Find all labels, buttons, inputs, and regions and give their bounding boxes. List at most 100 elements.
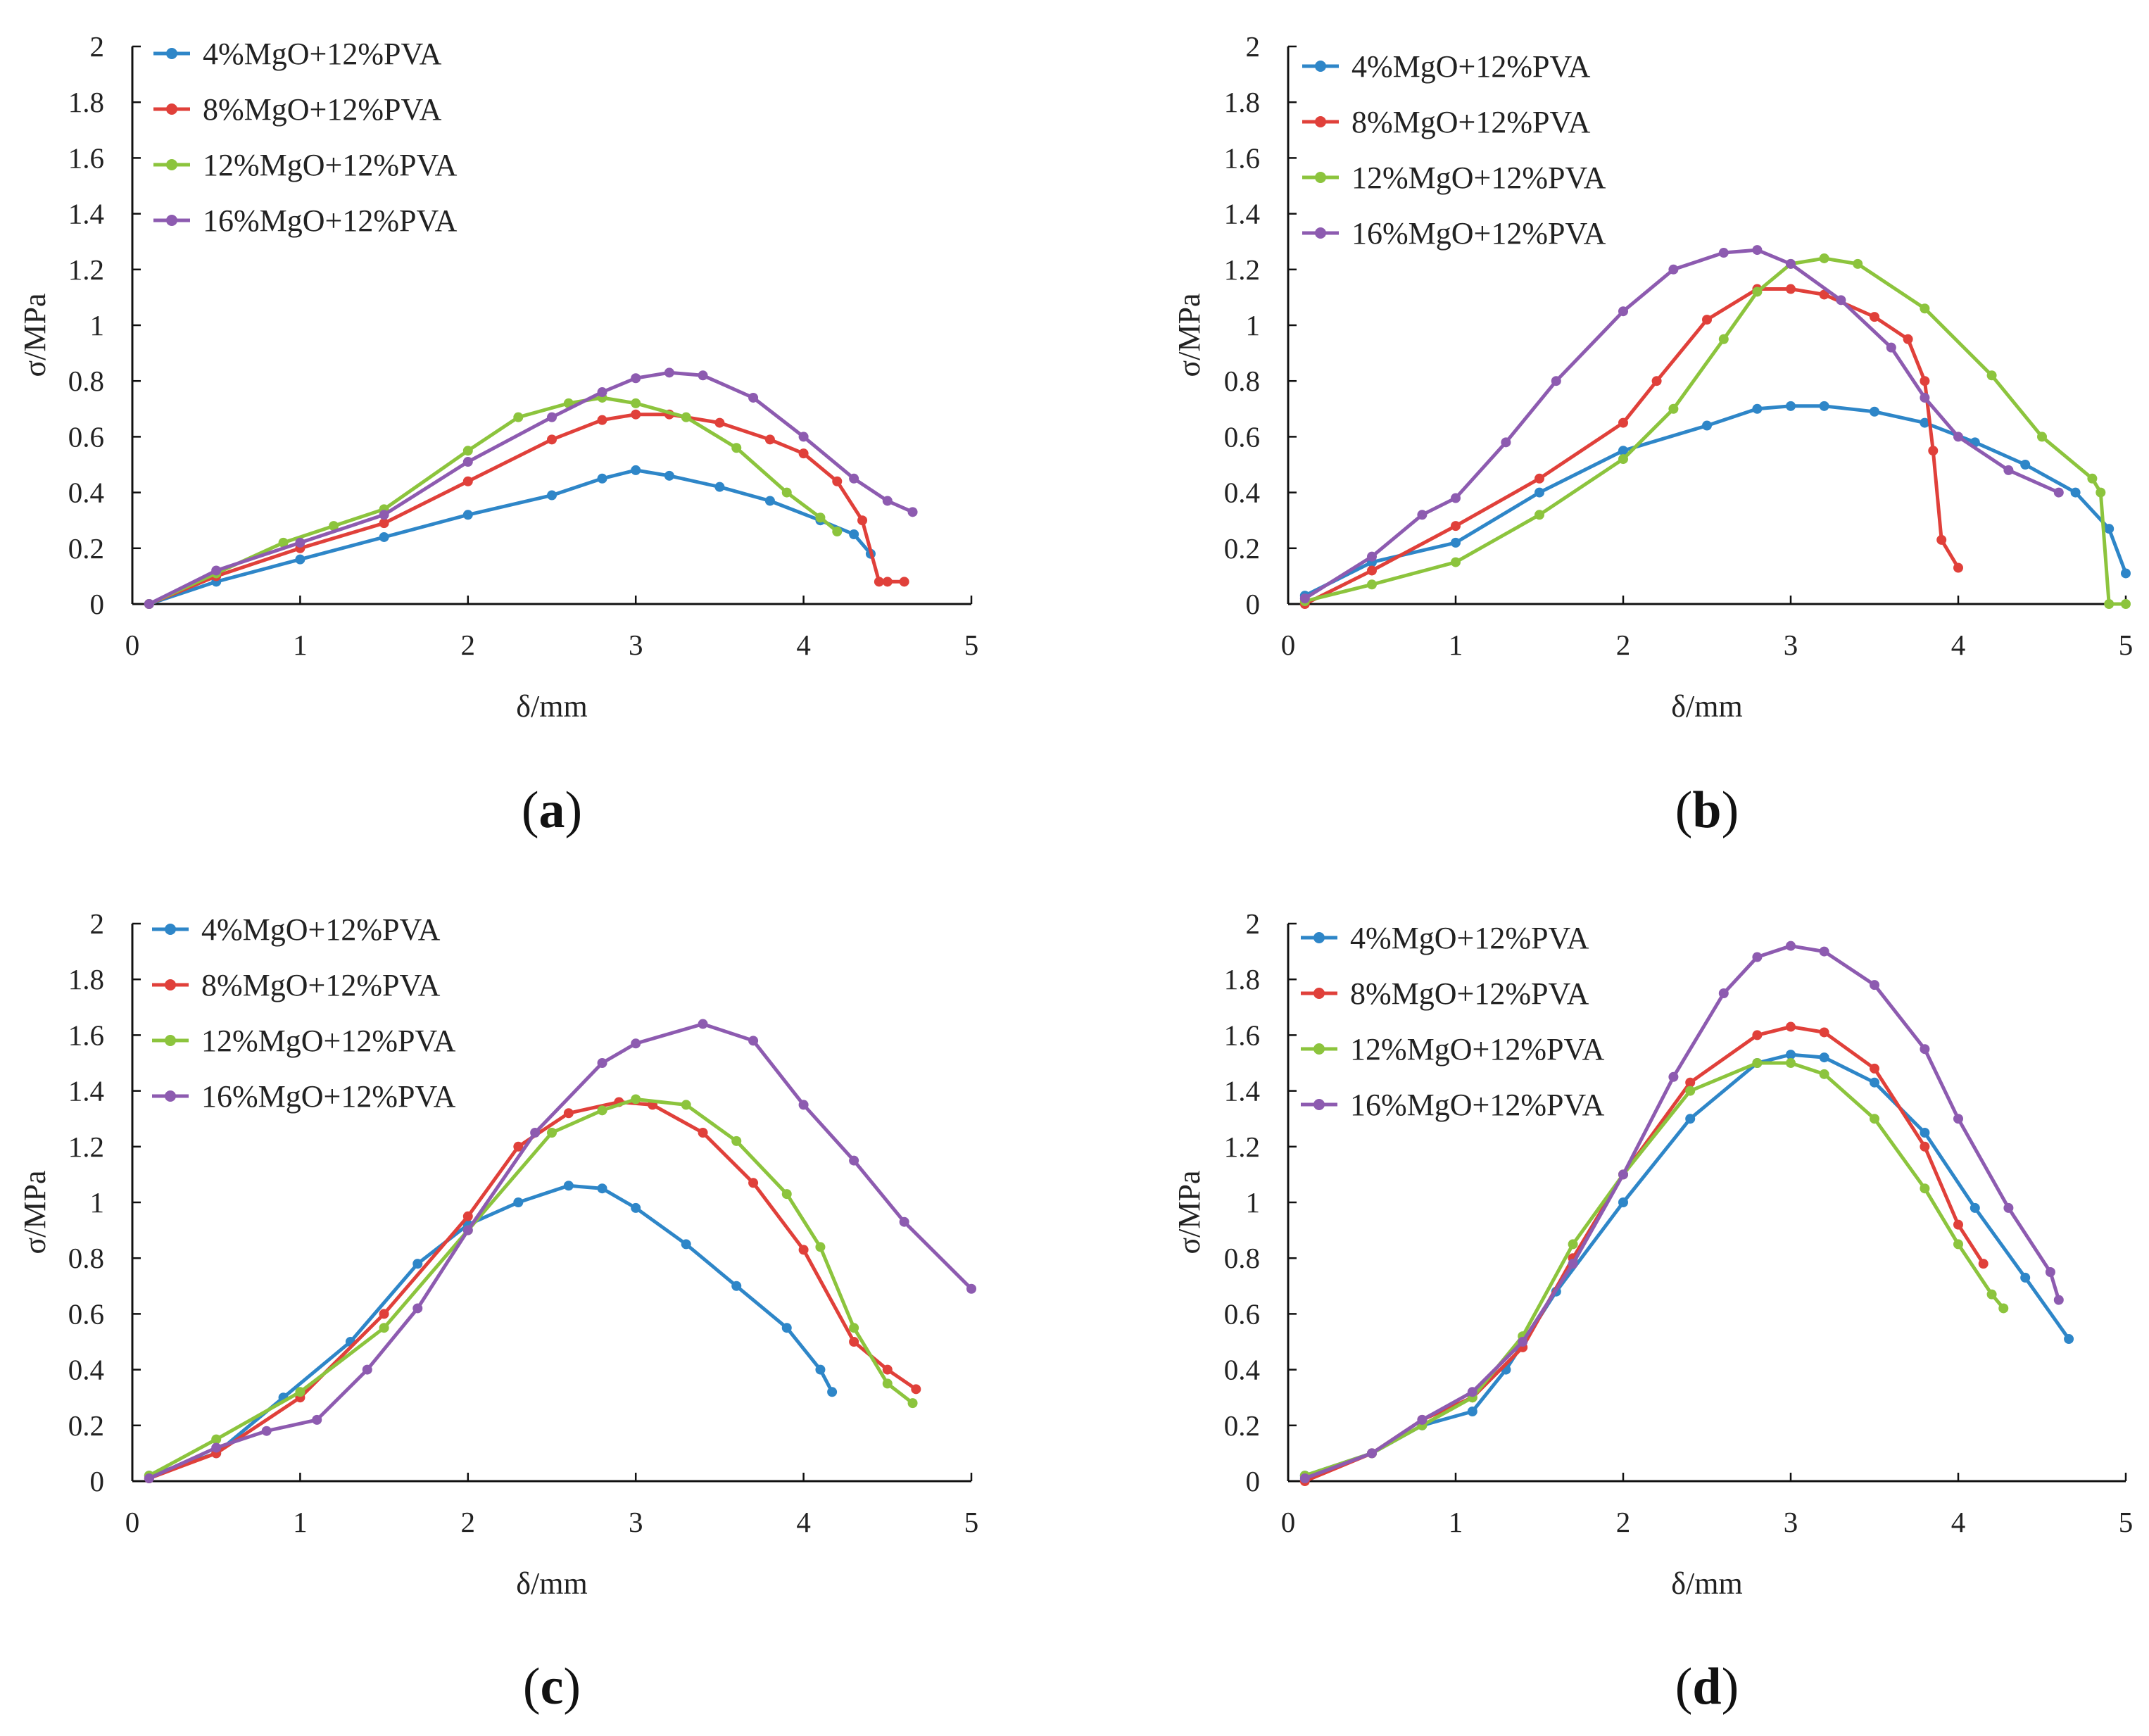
data-point <box>1936 534 1947 545</box>
x-tick-label: 4 <box>796 629 811 661</box>
data-point <box>2087 473 2098 484</box>
data-point <box>899 1216 909 1227</box>
data-point <box>882 496 893 506</box>
series-line <box>1304 1052 2071 1478</box>
legend-swatch-marker <box>166 215 177 226</box>
caption-close-paren: ) <box>1722 781 1739 839</box>
caption-open-paren: ( <box>1675 1658 1693 1716</box>
data-point <box>1568 1259 1578 1269</box>
data-point <box>882 1364 893 1375</box>
data-point <box>1970 1202 1980 1213</box>
data-point <box>631 409 641 420</box>
data-point <box>2104 524 2115 534</box>
data-point <box>681 412 691 422</box>
data-point <box>966 1283 976 1294</box>
y-tick-label: 0 <box>90 1465 105 1497</box>
data-point <box>2020 1272 2031 1283</box>
data-point <box>1953 1219 1963 1230</box>
y-tick-label: 2 <box>90 30 105 63</box>
data-point <box>362 1364 372 1375</box>
data-point <box>1534 473 1544 484</box>
x-axis-label: δ/mm <box>1671 1566 1742 1601</box>
data-point <box>513 412 524 422</box>
y-tick-label: 0.4 <box>68 1354 104 1386</box>
data-point <box>1568 1239 1578 1250</box>
data-point <box>2003 465 2014 475</box>
data-point <box>547 1128 557 1138</box>
data-point <box>1870 980 1879 990</box>
y-tick-label: 1.8 <box>68 86 104 118</box>
caption-close-paren: ) <box>565 781 583 839</box>
data-point <box>631 373 641 384</box>
data-point <box>911 1384 921 1395</box>
series-4 <box>1299 245 2064 604</box>
data-point <box>1685 1114 1696 1124</box>
y-tick-label: 0.2 <box>68 1409 104 1442</box>
legend-swatch-marker <box>1313 988 1325 999</box>
data-point <box>714 482 725 492</box>
data-point <box>1417 1414 1428 1425</box>
data-point <box>1551 376 1561 386</box>
data-point <box>849 1323 859 1333</box>
legend-swatch-marker <box>1315 61 1326 72</box>
data-point <box>1978 1259 1989 1269</box>
data-point <box>698 1128 708 1138</box>
data-point <box>815 1364 826 1375</box>
series-line <box>1304 287 1960 606</box>
y-tick-label: 1.6 <box>68 1019 104 1051</box>
caption-letter: d <box>1692 1658 1721 1716</box>
data-point <box>1953 562 1963 573</box>
y-tick-label: 0.8 <box>68 365 104 397</box>
legend-label: 16%MgO+12%PVA <box>1351 216 1606 251</box>
y-tick-label: 1 <box>90 1186 105 1219</box>
data-point <box>907 507 918 517</box>
x-tick-label: 1 <box>1449 629 1463 661</box>
data-point <box>1786 284 1796 294</box>
series-line <box>149 468 872 606</box>
data-point <box>1618 1169 1628 1180</box>
x-tick-label: 4 <box>1951 629 1966 661</box>
data-point <box>781 1189 792 1200</box>
data-point <box>1886 342 1896 353</box>
data-point <box>1299 1473 1310 1484</box>
y-tick-label: 0.2 <box>1224 532 1260 565</box>
data-point <box>563 1108 574 1119</box>
legend-label: 8%MgO+12%PVA <box>201 968 441 1002</box>
y-tick-label: 1.4 <box>1224 1075 1260 1107</box>
legend: 4%MgO+12%PVA 8%MgO+12%PVA 12%MgO+12%PVA 16%… <box>1302 49 1606 251</box>
data-point <box>1534 510 1544 520</box>
y-tick-label: 1 <box>1246 1186 1261 1219</box>
data-point <box>1534 487 1544 498</box>
x-tick-label: 4 <box>796 1506 811 1538</box>
x-tick-label: 0 <box>125 1506 140 1538</box>
data-point <box>731 1136 742 1146</box>
y-tick-label: 0.2 <box>68 532 104 565</box>
data-point <box>1451 537 1461 548</box>
data-point <box>631 398 641 408</box>
series-line <box>1304 404 2128 598</box>
data-point <box>857 515 868 526</box>
panel-caption: (c) <box>523 1658 581 1716</box>
x-tick-label: 3 <box>1784 629 1798 661</box>
data-point <box>211 565 222 576</box>
data-point <box>2070 487 2081 498</box>
panel-caption: (d) <box>1675 1658 1739 1716</box>
data-point <box>748 1178 759 1188</box>
data-point <box>1870 406 1879 417</box>
data-point <box>631 1202 641 1213</box>
data-point <box>907 1398 918 1409</box>
y-tick-label: 1.4 <box>1224 198 1260 230</box>
data-point <box>664 367 674 378</box>
data-point <box>547 490 557 501</box>
data-point <box>379 1323 389 1333</box>
data-point <box>1953 432 1963 442</box>
data-point <box>563 1181 574 1191</box>
data-point <box>462 1225 473 1235</box>
data-point <box>849 1155 859 1166</box>
series-line <box>1304 1061 2005 1478</box>
x-tick-label: 2 <box>461 1506 476 1538</box>
x-tick-label: 4 <box>1951 1506 1966 1538</box>
data-point <box>295 1387 305 1397</box>
data-point <box>681 1100 691 1110</box>
series-4 <box>144 1019 976 1484</box>
